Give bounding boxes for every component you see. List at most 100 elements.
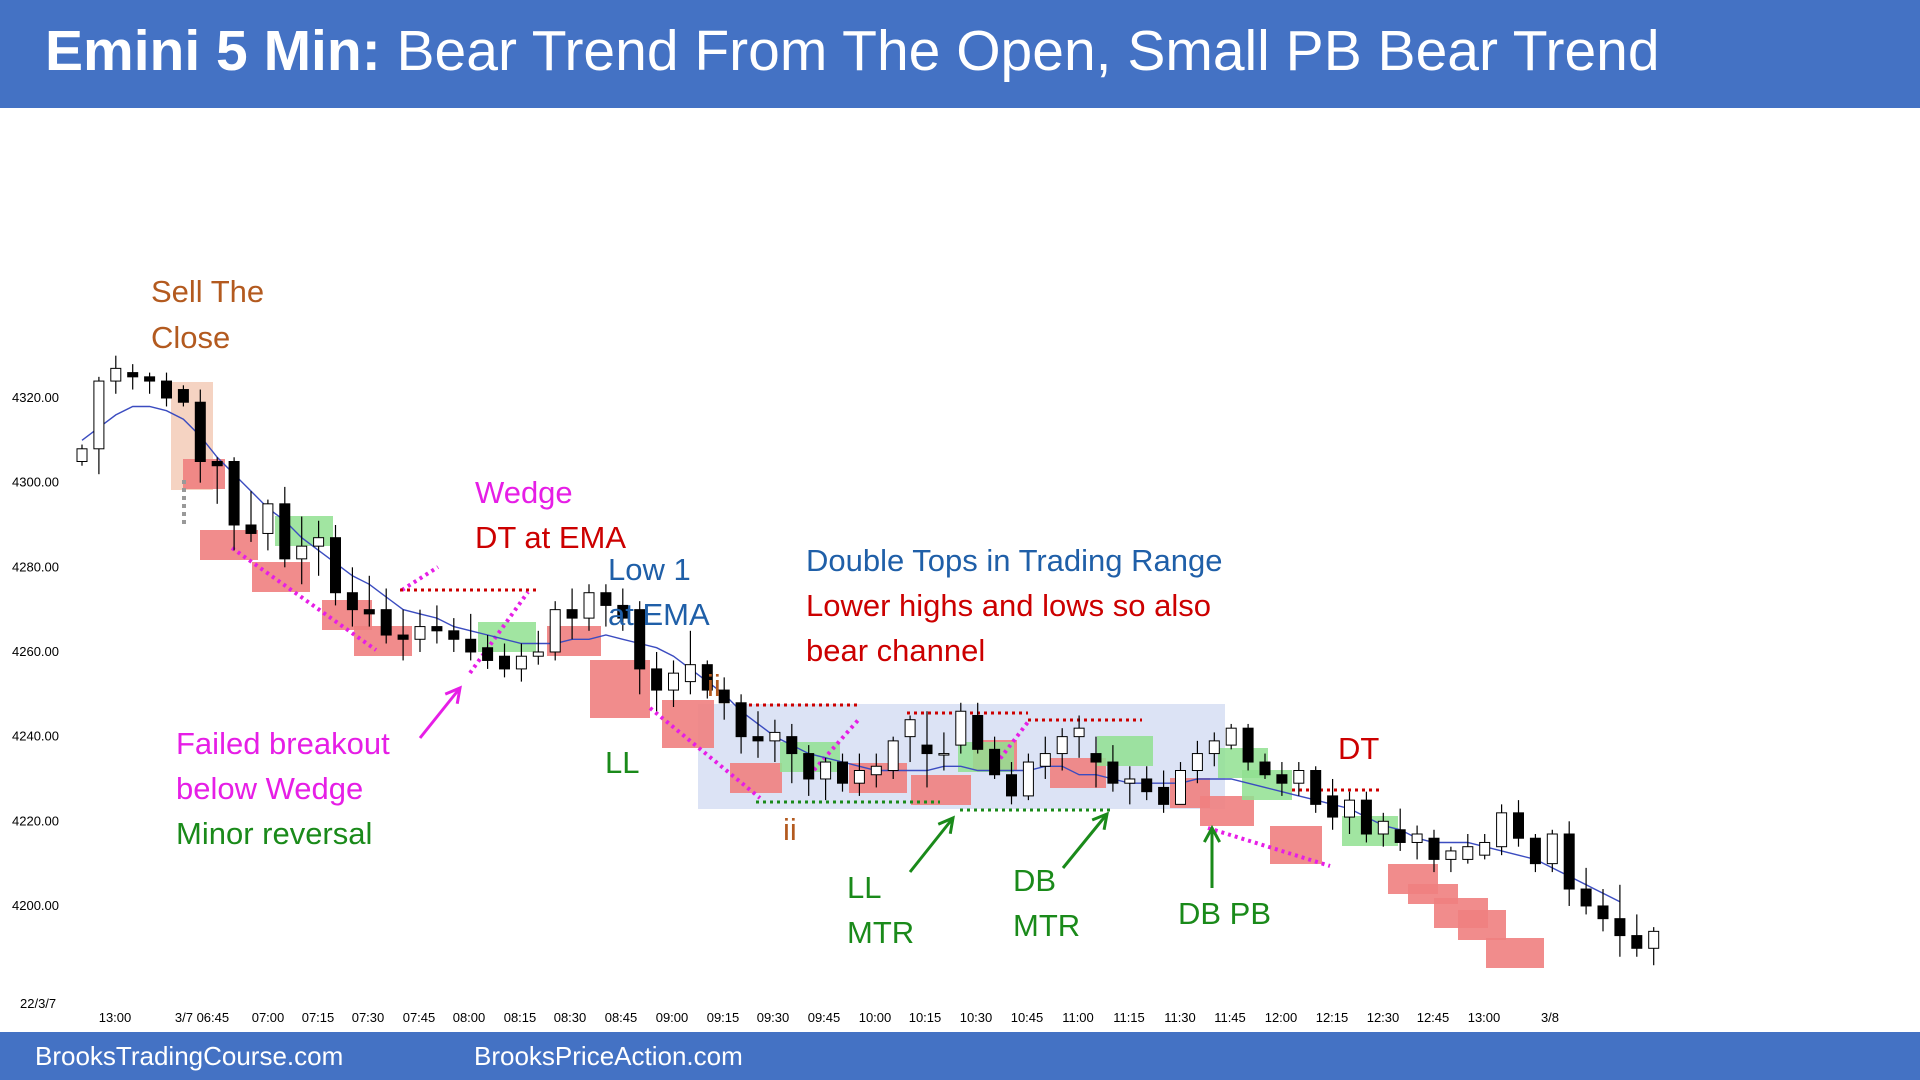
x-tick-label: 11:30 bbox=[1164, 1010, 1196, 1025]
candle-body bbox=[921, 744, 933, 755]
candle bbox=[989, 736, 1001, 779]
candle-body bbox=[887, 740, 899, 772]
candle-body bbox=[634, 609, 646, 670]
candle bbox=[837, 753, 848, 792]
candle-body bbox=[1006, 774, 1017, 797]
candle-body bbox=[786, 736, 798, 755]
candle-body bbox=[1090, 753, 1102, 763]
candle bbox=[1242, 723, 1254, 771]
footer-left-link[interactable]: BrooksTradingCourse.com bbox=[35, 1041, 344, 1071]
candle-body bbox=[448, 630, 460, 640]
candle-body bbox=[1597, 905, 1609, 920]
x-tick-label: 09:15 bbox=[707, 1010, 740, 1025]
candle-body bbox=[904, 719, 916, 738]
candle bbox=[499, 643, 510, 678]
candle-body bbox=[1479, 841, 1491, 856]
page-title: Emini 5 Min: Bear Trend From The Open, S… bbox=[45, 18, 1660, 84]
candle-body bbox=[1022, 761, 1034, 797]
x-tick-label: 07:00 bbox=[252, 1010, 285, 1025]
candle bbox=[786, 723, 798, 784]
candle-body bbox=[583, 592, 595, 619]
candle bbox=[144, 372, 156, 394]
candle bbox=[972, 702, 984, 754]
x-tick-label: 08:30 bbox=[554, 1010, 587, 1025]
y-tick-label: 4200.00 bbox=[12, 898, 59, 913]
ann-minor-reversal: Minor reversal bbox=[176, 816, 372, 851]
candle bbox=[93, 376, 105, 475]
candle-body bbox=[1124, 778, 1136, 784]
x-tick-label: 11:00 bbox=[1062, 1010, 1094, 1025]
x-tick-label: 11:15 bbox=[1113, 1010, 1145, 1025]
candle-body bbox=[701, 664, 713, 691]
candle bbox=[448, 618, 460, 652]
candle bbox=[1107, 745, 1119, 792]
candle-body bbox=[684, 664, 696, 683]
candle bbox=[1310, 766, 1322, 813]
candle bbox=[1073, 715, 1085, 758]
x-tick-label: 10:45 bbox=[1011, 1010, 1044, 1025]
y-tick-label: 4260.00 bbox=[12, 644, 59, 659]
candle bbox=[1175, 762, 1186, 805]
candle-body bbox=[1445, 850, 1457, 860]
candle bbox=[617, 588, 629, 631]
candles-layer bbox=[76, 355, 1660, 966]
candle-body bbox=[1344, 799, 1355, 818]
arrow-0 bbox=[418, 685, 462, 739]
candle bbox=[397, 609, 409, 661]
candle bbox=[820, 757, 832, 801]
ann-lower-highs-2: bear channel bbox=[806, 633, 985, 668]
candle bbox=[904, 715, 916, 763]
candle-body bbox=[1039, 753, 1051, 767]
dotted-line-13 bbox=[994, 720, 1030, 766]
dotted-line-1 bbox=[400, 565, 440, 592]
candle bbox=[1039, 736, 1051, 779]
ann-lower-highs-1: Lower highs and lows so also bbox=[806, 588, 1211, 623]
candle bbox=[1124, 766, 1136, 805]
candle bbox=[1479, 833, 1491, 860]
candle bbox=[1191, 740, 1203, 784]
candle-body bbox=[1360, 799, 1372, 835]
candle bbox=[651, 651, 663, 712]
ann-sell-the-close-2: Close bbox=[151, 320, 230, 355]
x-tick-label: 3/7 06:45 bbox=[175, 1010, 229, 1025]
ann-ll-mtr-2: MTR bbox=[847, 915, 914, 950]
candle bbox=[1225, 723, 1237, 750]
candle bbox=[313, 520, 325, 576]
candle bbox=[1428, 829, 1440, 873]
candle-body bbox=[1242, 727, 1254, 763]
footer-bar: BrooksTradingCourse.com BrooksPriceActio… bbox=[0, 1032, 1920, 1080]
y-tick-label: 4320.00 bbox=[12, 390, 59, 405]
candle-body bbox=[1158, 786, 1170, 805]
candle bbox=[1360, 791, 1372, 843]
x-tick-label: 12:15 bbox=[1316, 1010, 1349, 1025]
candle-body bbox=[549, 609, 561, 653]
red-highlight-0 bbox=[200, 530, 258, 560]
candle bbox=[211, 457, 223, 504]
candle bbox=[1377, 812, 1389, 847]
candle-body bbox=[431, 626, 443, 632]
candle-body bbox=[1310, 770, 1322, 805]
candle bbox=[110, 355, 122, 394]
candle-body bbox=[211, 460, 223, 467]
ann-ll: LL bbox=[605, 745, 639, 780]
candle-body bbox=[1462, 846, 1474, 860]
footer-right-link[interactable]: BrooksPriceAction.com bbox=[474, 1041, 743, 1071]
candle bbox=[1259, 753, 1271, 779]
red-highlight-10 bbox=[911, 775, 971, 805]
dotted-line-3 bbox=[230, 546, 378, 652]
candle-body bbox=[1631, 935, 1643, 949]
candle-body bbox=[870, 765, 882, 776]
green-highlight-4 bbox=[1097, 736, 1153, 766]
ann-sell-the-close-1: Sell The bbox=[151, 274, 264, 309]
candle-body bbox=[93, 380, 105, 450]
arrow-2 bbox=[1061, 811, 1109, 869]
ann-db-mtr-1: DB bbox=[1013, 863, 1056, 898]
candle bbox=[701, 660, 713, 699]
candle-body bbox=[76, 448, 88, 462]
candle bbox=[1597, 889, 1609, 932]
candle-body bbox=[1580, 888, 1592, 907]
candle-body bbox=[820, 761, 832, 780]
x-tick-label: 12:00 bbox=[1265, 1010, 1298, 1025]
candle bbox=[76, 444, 88, 466]
ann-ii-top: ii bbox=[707, 668, 721, 703]
